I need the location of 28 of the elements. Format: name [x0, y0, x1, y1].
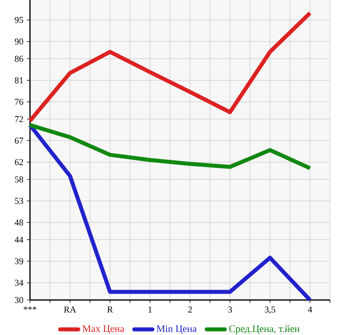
x-tick-label: 4	[308, 306, 312, 312]
y-tick-label: 86	[14, 56, 24, 62]
y-tick-label: 53	[15, 198, 24, 204]
line-series	[28, 123, 312, 170]
y-tick-label: 81	[14, 77, 23, 84]
x-tick-label: ***	[24, 306, 36, 310]
y-tick-label: 44	[14, 236, 24, 243]
x-tick-label: 3	[228, 306, 232, 313]
x-tick-label: 1	[148, 306, 152, 312]
y-tick-label: 48	[14, 219, 24, 226]
y-tick-label: 72	[15, 116, 23, 122]
y-tick-label: 39	[14, 258, 24, 264]
legend-label: Max Цена	[82, 325, 124, 334]
y-tick-label: 58	[15, 176, 24, 182]
legend-label: Сред.Цена, т.йен	[229, 325, 300, 334]
x-tick-label: RA	[64, 306, 76, 312]
y-tick-label: 62	[14, 159, 23, 166]
y-tick-label: 67	[14, 138, 24, 144]
line-series	[28, 11, 312, 123]
x-tick-label: 2	[188, 306, 192, 312]
legend-label: Min Цена	[156, 325, 197, 334]
y-tick-label: 95	[14, 16, 24, 24]
x-tick-label: R	[107, 306, 113, 312]
y-tick-label: 30	[14, 296, 24, 304]
y-tick-label: 76	[15, 98, 24, 105]
x-tick-label: 3,5	[264, 306, 276, 314]
y-tick-label: 90	[14, 38, 24, 45]
y-tick-label: 34	[14, 280, 24, 286]
